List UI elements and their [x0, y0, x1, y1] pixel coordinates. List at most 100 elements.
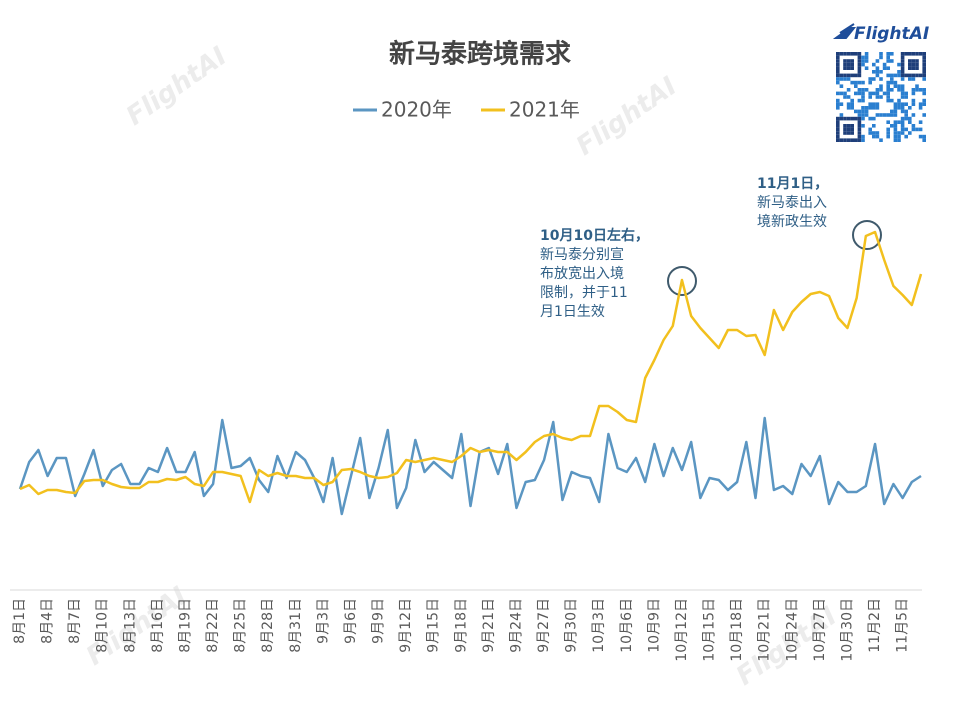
- qr-cell: [904, 95, 908, 99]
- qr-cell: [850, 52, 854, 56]
- qr-cell: [900, 131, 905, 135]
- x-tick-label: 9月18日: [453, 598, 469, 653]
- qr-cell: [897, 84, 901, 88]
- qr-cell: [864, 55, 869, 60]
- qr-cell: [836, 80, 840, 85]
- x-tick-label: 10月27日: [812, 598, 828, 662]
- qr-cell: [908, 77, 912, 81]
- annotation-text: 月1日生效: [540, 304, 605, 320]
- qr-cell: [861, 62, 865, 67]
- x-tick-label: 10月15日: [702, 598, 718, 662]
- qr-cell: [850, 124, 854, 128]
- qr-cell: [857, 134, 862, 139]
- qr-cell: [882, 66, 887, 70]
- qr-cell: [886, 91, 890, 96]
- qr-cell: [846, 73, 851, 78]
- qr-cell: [857, 98, 862, 103]
- qr-cell: [836, 98, 840, 103]
- qr-cell: [904, 109, 908, 114]
- qr-cell: [861, 98, 865, 103]
- qr-cell: [890, 77, 894, 81]
- qr-cell: [872, 102, 876, 106]
- qr-cell: [857, 52, 862, 56]
- qr-cell: [857, 62, 862, 67]
- qr-cell: [850, 73, 854, 78]
- qr-cell: [893, 84, 898, 88]
- qr-cell: [897, 120, 901, 124]
- qr-cell: [857, 80, 862, 85]
- qr-cell: [897, 73, 901, 78]
- annotation-text: 新马泰出入: [757, 195, 827, 211]
- qr-cell: [900, 127, 905, 132]
- qr-cell: [918, 106, 923, 110]
- x-tick-label: 10月30日: [839, 598, 855, 662]
- qr-cell: [879, 52, 883, 56]
- qr-cell: [836, 52, 840, 56]
- qr-cell: [836, 120, 840, 124]
- qr-cell: [850, 127, 854, 132]
- qr-cell: [900, 124, 905, 128]
- qr-cell: [850, 138, 854, 142]
- qr-cell: [839, 77, 844, 81]
- qr-cell: [882, 91, 887, 96]
- qr-cell: [857, 91, 862, 96]
- qr-cell: [922, 73, 926, 78]
- qr-cell: [875, 106, 880, 110]
- qr-cell: [872, 124, 876, 128]
- qr-cell: [857, 116, 862, 121]
- qr-cell: [890, 52, 894, 56]
- qr-cell: [915, 127, 919, 132]
- x-tick-label: 9月12日: [398, 598, 414, 653]
- qr-cell: [879, 138, 883, 142]
- qr-cell: [900, 120, 905, 124]
- qr-cell: [893, 73, 898, 78]
- qr-cell: [911, 62, 916, 67]
- qr-cell: [900, 106, 905, 110]
- qr-cell: [875, 134, 880, 139]
- qr-cell: [843, 73, 847, 78]
- qr-cell: [854, 80, 858, 85]
- qr-cell: [904, 91, 908, 96]
- qr-cell: [886, 73, 890, 78]
- qr-cell: [893, 102, 898, 106]
- qr-cell: [854, 73, 858, 78]
- qr-cell: [875, 113, 880, 117]
- qr-cell: [861, 113, 865, 117]
- qr-cell: [886, 134, 890, 139]
- qr-cell: [872, 62, 876, 67]
- qr-cell: [922, 52, 926, 56]
- qr-cell: [864, 106, 869, 110]
- qr-cell: [864, 59, 869, 63]
- qr-cell: [893, 80, 898, 85]
- qr-cell: [850, 102, 854, 106]
- qr-cell: [843, 95, 847, 99]
- qr-cell: [890, 113, 894, 117]
- qr-cell: [836, 66, 840, 70]
- qr-cell: [922, 91, 926, 96]
- qr-cell: [893, 124, 898, 128]
- x-tick-label: 8月13日: [122, 598, 138, 653]
- qr-cell: [857, 66, 862, 70]
- logo: FlightAI: [832, 23, 929, 44]
- qr-cell: [904, 127, 908, 132]
- qr-cell: [922, 70, 926, 74]
- qr-cell: [915, 88, 919, 92]
- qr-cell: [843, 52, 847, 56]
- qr-cell: [872, 106, 876, 110]
- legend-label: 2020年: [381, 98, 452, 122]
- qr-cell: [900, 77, 905, 81]
- qr-cell: [836, 102, 840, 106]
- qr-cell: [918, 73, 923, 78]
- qr-cell: [908, 52, 912, 56]
- qr-cell: [854, 52, 858, 56]
- qr-cell: [886, 127, 890, 132]
- qr-cell: [850, 80, 854, 85]
- qr-cell: [836, 138, 840, 142]
- qr-cell: [846, 127, 851, 132]
- qr-cell: [900, 95, 905, 99]
- qr-cell: [879, 84, 883, 88]
- qr-cell: [897, 106, 901, 110]
- qr-cell: [872, 77, 876, 81]
- qr-cell: [843, 127, 847, 132]
- qr-cell: [861, 109, 865, 114]
